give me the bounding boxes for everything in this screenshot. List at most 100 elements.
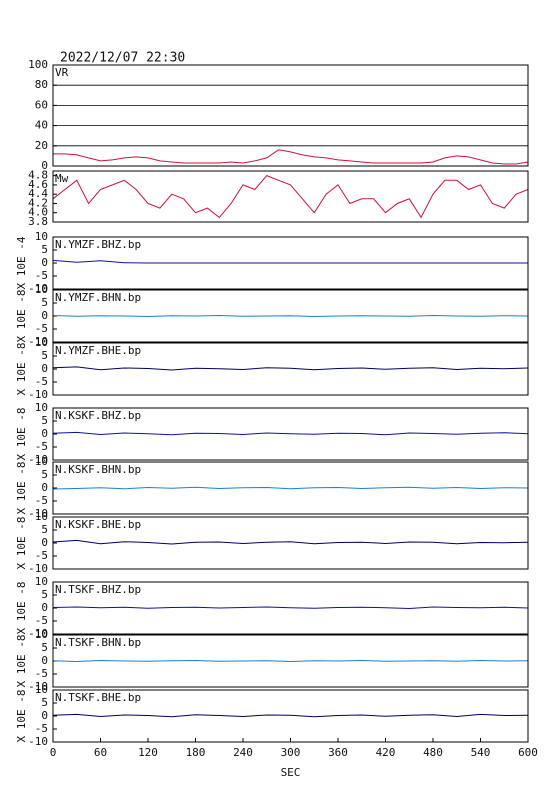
y-tick-label: 5 [41,349,48,362]
y-tick-label: 0 [41,536,48,549]
y-tick-label: 5 [41,588,48,601]
chart-title: 2022/12/07 22:30 [60,51,185,66]
y-tick-label: 0 [41,427,48,440]
y-tick-label: 4.8 [28,169,48,182]
trace [52,431,529,436]
x-tick-label: 480 [423,746,443,759]
x-tick-label: 300 [281,746,301,759]
trace [52,486,529,490]
y-tick-label: 5 [41,243,48,256]
y-tick-label: -5 [35,494,48,507]
panel-label: N.KSKF.BHE.bp [55,518,141,531]
y-tick-label: 5 [41,468,48,481]
y-tick-label: -10 [28,282,48,295]
panel-frame [52,170,529,223]
x-tick-label: 60 [94,746,107,759]
y-tick-label: 20 [35,139,48,152]
y-tick-label: 10 [35,575,48,588]
panel-label: N.YMZF.BHN.bp [55,291,141,304]
panel-frame [52,581,529,635]
panel-label: Mw [55,172,69,185]
y-tick-label: 3.8 [28,215,48,228]
trace [52,606,529,610]
y-tick-label: -10 [28,680,48,693]
y-tick-label: 100 [28,58,48,71]
y-tick-label: 10 [35,455,48,468]
y-tick-label: 0 [41,654,48,667]
y-tick-label: 60 [35,98,48,111]
y-tick-label: 80 [35,78,48,91]
panel-label: N.TSKF.BHZ.bp [55,583,141,596]
panel-label: N.KSKF.BHZ.bp [55,409,141,422]
y-tick-label: 10 [35,283,48,296]
y-tick-label: 10 [35,230,48,243]
panel-frame [52,516,529,570]
y-tick-label: -10 [28,562,48,575]
y-tick-label: 4.2 [28,196,48,209]
y-tick-label: 10 [35,401,48,414]
y-tick-label: -10 [28,735,48,748]
y-tick-label: -5 [35,722,48,735]
y-tick-label: -10 [28,507,48,520]
trace [52,713,529,718]
x-tick-label: 120 [138,746,158,759]
y-tick-label: -5 [35,440,48,453]
x-axis-label: SEC [281,766,301,779]
y-axis-label: X 10E -8 [15,408,28,461]
panel-frame [52,64,529,167]
y-tick-label: 0 [41,309,48,322]
y-axis-label: X 10E -8 [15,517,28,570]
y-tick-label: 5 [41,523,48,536]
panel-label: VR [55,66,69,79]
panel-label: N.TSKF.BHE.bp [55,691,141,704]
y-tick-label: 10 [35,683,48,696]
y-tick-label: 5 [41,296,48,309]
y-tick-label: 5 [41,641,48,654]
trace [52,366,529,371]
y-tick-label: -5 [35,614,48,627]
y-tick-label: 40 [35,119,48,132]
y-tick-label: 0 [41,159,48,172]
y-tick-label: 0 [41,481,48,494]
y-axis-label: X 10E -8 [15,690,28,743]
y-tick-label: -10 [28,627,48,640]
panel-label: N.YMZF.BHZ.bp [55,238,141,251]
y-tick-label: -10 [28,388,48,401]
panel-label: N.KSKF.BHN.bp [55,463,141,476]
y-tick-label: 5 [41,696,48,709]
y-tick-label: -10 [28,335,48,348]
y-tick-label: -5 [35,375,48,388]
trace [52,539,529,545]
x-tick-label: 0 [50,746,57,759]
y-axis-label: X 10E -8 [15,635,28,688]
x-tick-label: 420 [376,746,396,759]
panel-frame [52,461,529,515]
y-axis-label: X 10E -8 [15,582,28,635]
trace [52,259,528,264]
y-tick-label: 0 [41,709,48,722]
y-axis-label: X 10E -8 [15,290,28,343]
y-tick-label: 0 [41,362,48,375]
y-tick-label: 0 [41,256,48,269]
panel-frame [52,634,529,688]
y-tick-label: -5 [35,667,48,680]
y-tick-label: 4.6 [28,178,48,191]
panel-frame [52,289,529,343]
trace [52,659,529,663]
y-tick-label: -5 [35,549,48,562]
y-axis-label: X 10E -8 [15,343,28,396]
y-tick-label: 5 [41,414,48,427]
panel-frame [52,342,529,396]
panel-frame [52,407,529,461]
y-tick-label: 10 [35,336,48,349]
x-tick-label: 180 [186,746,206,759]
panel-frame [52,236,529,290]
y-tick-label: 10 [35,628,48,641]
trace [52,175,529,219]
y-tick-label: 0 [41,601,48,614]
trace [53,149,529,165]
y-tick-label: 4.4 [28,187,48,200]
y-axis-label: X 10E -4 [15,236,28,289]
y-tick-label: -5 [35,322,48,335]
